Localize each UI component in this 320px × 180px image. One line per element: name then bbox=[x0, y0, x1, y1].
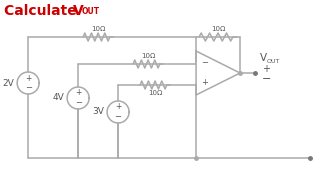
Text: V: V bbox=[73, 4, 84, 18]
Text: +: + bbox=[25, 73, 31, 82]
Text: 10Ω: 10Ω bbox=[91, 26, 105, 32]
Text: −: − bbox=[75, 98, 82, 107]
Text: Calculate: Calculate bbox=[4, 4, 82, 18]
Text: +: + bbox=[115, 102, 121, 111]
Text: 10Ω: 10Ω bbox=[211, 26, 225, 32]
Text: 4V: 4V bbox=[52, 93, 64, 102]
Text: 10Ω: 10Ω bbox=[141, 53, 155, 59]
Text: OUT: OUT bbox=[267, 58, 280, 64]
Text: 3V: 3V bbox=[92, 107, 104, 116]
Text: 10Ω: 10Ω bbox=[148, 90, 162, 96]
Text: −: − bbox=[262, 74, 271, 84]
Text: 2V: 2V bbox=[3, 78, 14, 87]
Text: OUT: OUT bbox=[81, 7, 99, 16]
Text: −: − bbox=[25, 84, 32, 93]
Text: −: − bbox=[201, 59, 208, 68]
Text: +: + bbox=[201, 78, 208, 87]
Text: V: V bbox=[260, 53, 267, 63]
Text: +: + bbox=[75, 89, 81, 98]
Text: +: + bbox=[262, 64, 270, 74]
Text: −: − bbox=[115, 112, 122, 122]
